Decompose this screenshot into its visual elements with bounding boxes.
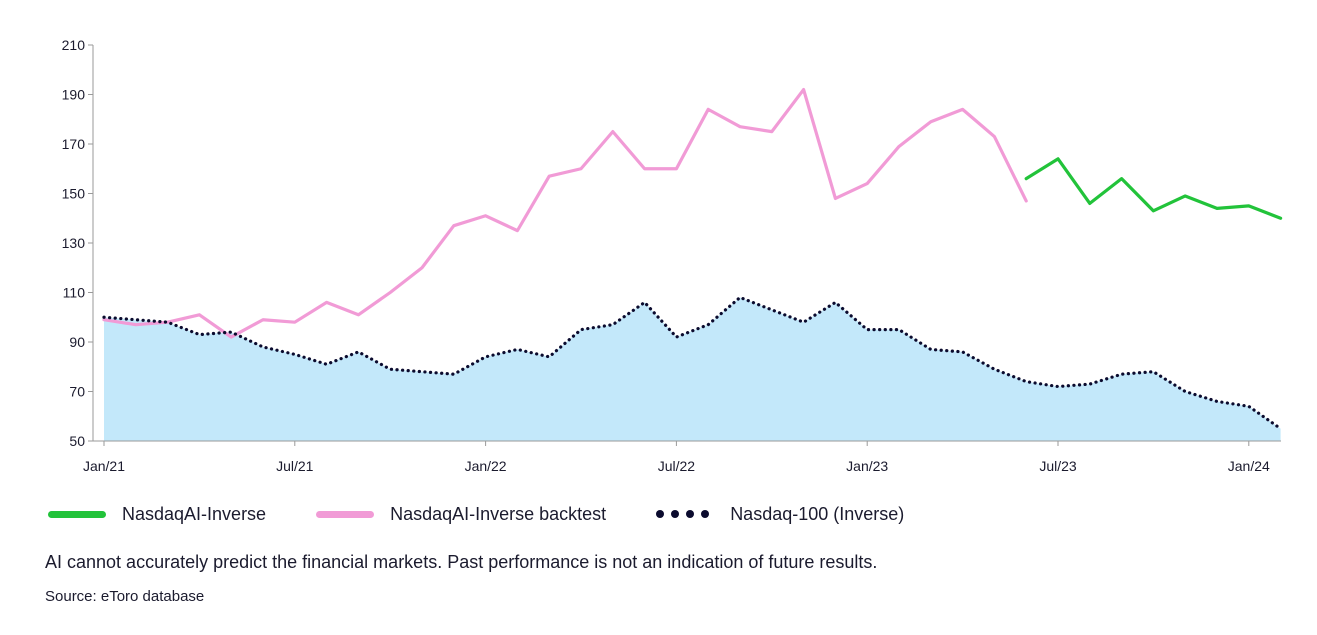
y-tick-label: 170 xyxy=(62,136,86,152)
source-note: Source: eToro database xyxy=(45,588,205,605)
y-tick-label: 150 xyxy=(62,186,86,202)
legend-label-benchmark: Nasdaq-100 (Inverse) xyxy=(730,503,905,524)
legend-item-backtest: NasdaqAI-Inverse backtest xyxy=(316,504,606,525)
legend-item-live: NasdaqAI-Inverse xyxy=(48,504,266,525)
legend: NasdaqAI-Inverse NasdaqAI-Inverse backte… xyxy=(48,500,954,528)
y-tick-label: 90 xyxy=(69,334,85,350)
x-tick-label: Jul/21 xyxy=(276,458,314,474)
y-tick-label: 210 xyxy=(62,37,86,53)
benchmark-area xyxy=(104,297,1281,441)
legend-swatch-live xyxy=(48,510,106,518)
benchmark-area-layer xyxy=(104,297,1281,441)
y-tick-label: 110 xyxy=(63,285,86,301)
y-tick-label: 70 xyxy=(69,384,85,400)
backtest-line xyxy=(102,87,1028,339)
y-tick-label: 50 xyxy=(69,433,85,449)
x-tick-label: Jan/22 xyxy=(465,458,507,474)
x-tick-label: Jul/23 xyxy=(1039,458,1077,474)
legend-label-backtest: NasdaqAI-Inverse backtest xyxy=(390,503,607,524)
x-tick-label: Jan/23 xyxy=(846,458,888,474)
legend-swatch-backtest xyxy=(316,510,375,518)
disclaimer-text: AI cannot accurately predict the financi… xyxy=(45,552,878,572)
y-tick-label: 190 xyxy=(62,87,86,103)
benchmark-line xyxy=(102,295,1283,431)
x-tick-label: Jul/22 xyxy=(658,458,696,474)
live-line xyxy=(1024,157,1283,220)
tick-labels: 50 70 90 110 130 150 170 190 210 Jan/21 Jul/21 Jan/… xyxy=(62,37,1270,474)
series-lines xyxy=(102,87,1283,431)
legend-item-benchmark: Nasdaq-100 (Inverse) xyxy=(656,504,904,525)
y-tick-label: 130 xyxy=(62,235,86,251)
legend-swatch-benchmark xyxy=(656,510,716,518)
axes xyxy=(88,44,1281,446)
x-tick-label: Jan/24 xyxy=(1228,458,1270,474)
legend-label-live: NasdaqAI-Inverse xyxy=(122,503,267,524)
x-tick-label: Jan/21 xyxy=(83,458,125,474)
line-chart: 50 70 90 110 130 150 170 190 210 Jan/21 Jul/21 Jan/… xyxy=(62,37,1283,474)
